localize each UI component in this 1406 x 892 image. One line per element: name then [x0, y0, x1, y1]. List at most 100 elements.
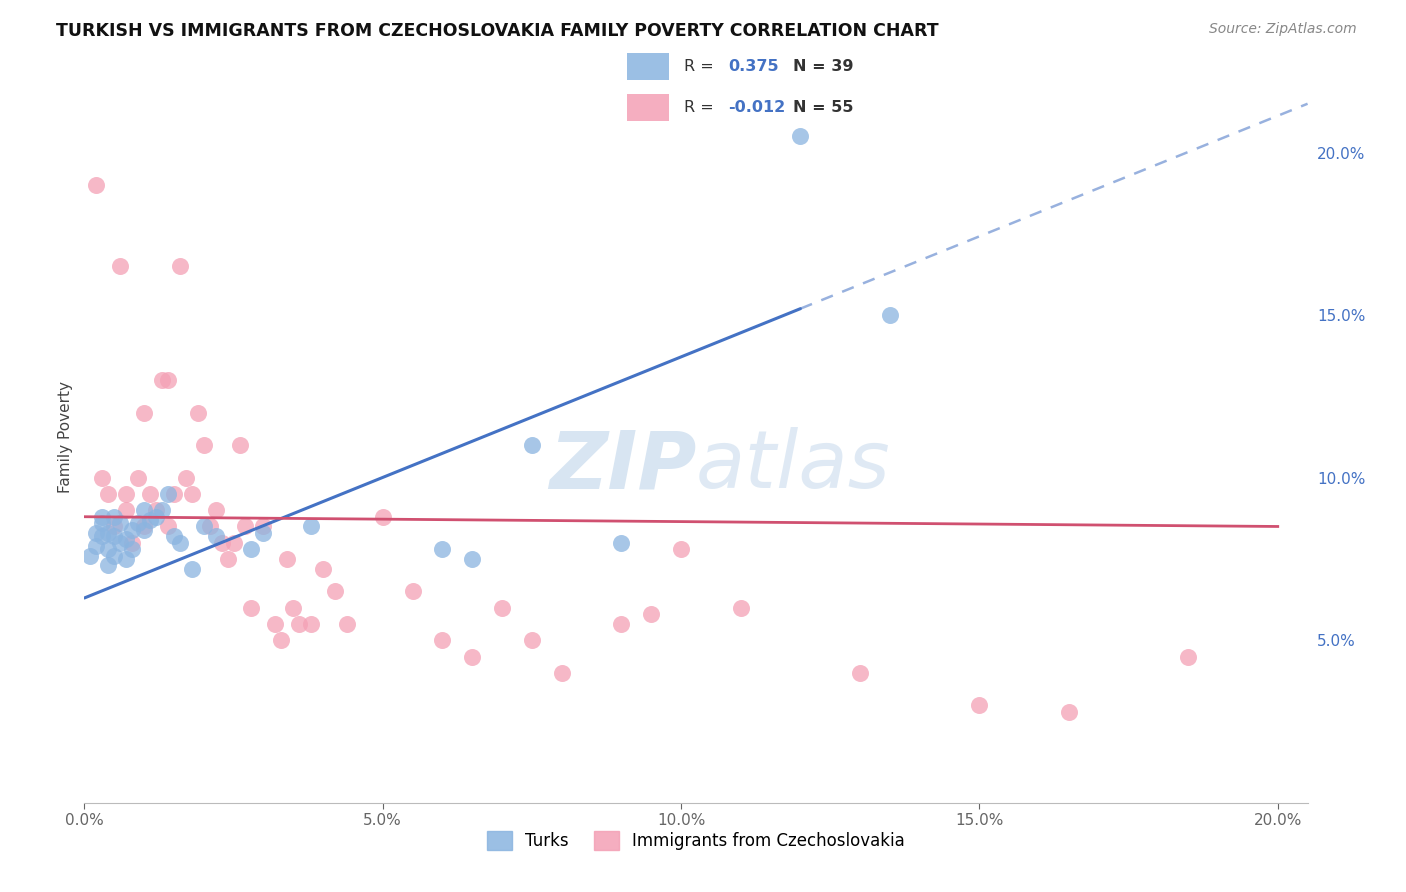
- Text: -0.012: -0.012: [728, 100, 785, 115]
- Point: [84, 526, 107, 541]
- Point: [156, 373, 179, 387]
- Point: [139, 513, 162, 527]
- Point: [204, 529, 226, 543]
- Point: [121, 542, 143, 557]
- Point: [91, 529, 114, 543]
- Bar: [627, 94, 669, 120]
- Text: N = 39: N = 39: [793, 59, 853, 74]
- Point: [461, 649, 484, 664]
- Point: [79, 549, 101, 563]
- Point: [211, 535, 233, 549]
- Point: [108, 535, 131, 549]
- Point: [432, 542, 454, 557]
- Point: [97, 487, 120, 501]
- Point: [969, 698, 991, 713]
- Point: [132, 519, 155, 533]
- Point: [127, 516, 149, 531]
- Point: [193, 438, 215, 452]
- Point: [115, 533, 138, 547]
- Point: [150, 373, 173, 387]
- Text: N = 55: N = 55: [793, 100, 853, 115]
- Point: [103, 549, 125, 563]
- Text: ZIP: ZIP: [548, 427, 696, 506]
- Point: [276, 552, 298, 566]
- Point: [610, 617, 633, 632]
- Text: 0.375: 0.375: [728, 59, 779, 74]
- Point: [240, 600, 263, 615]
- Point: [222, 535, 245, 549]
- Point: [228, 438, 250, 452]
- Point: [169, 260, 191, 274]
- Point: [84, 539, 107, 553]
- Point: [193, 519, 215, 533]
- Y-axis label: Family Poverty: Family Poverty: [58, 381, 73, 493]
- Point: [323, 584, 346, 599]
- Point: [432, 633, 454, 648]
- Point: [121, 535, 143, 549]
- Point: [336, 617, 359, 632]
- Point: [283, 600, 305, 615]
- Point: [115, 487, 138, 501]
- Point: [145, 503, 167, 517]
- Point: [669, 542, 692, 557]
- Point: [145, 509, 167, 524]
- Point: [240, 542, 263, 557]
- Point: [288, 617, 311, 632]
- Point: [180, 562, 202, 576]
- Point: [264, 617, 287, 632]
- Point: [84, 178, 107, 193]
- Point: [174, 471, 197, 485]
- Point: [132, 503, 155, 517]
- Point: [127, 471, 149, 485]
- Point: [461, 552, 484, 566]
- Point: [97, 558, 120, 573]
- Point: [401, 584, 423, 599]
- Point: [156, 487, 179, 501]
- Text: atlas: atlas: [696, 427, 891, 506]
- Text: TURKISH VS IMMIGRANTS FROM CZECHOSLOVAKIA FAMILY POVERTY CORRELATION CHART: TURKISH VS IMMIGRANTS FROM CZECHOSLOVAKI…: [56, 22, 939, 40]
- Point: [163, 529, 186, 543]
- Point: [640, 607, 662, 622]
- Point: [299, 519, 322, 533]
- Point: [108, 516, 131, 531]
- Point: [252, 526, 274, 541]
- Point: [103, 509, 125, 524]
- Point: [879, 308, 901, 322]
- Point: [91, 509, 114, 524]
- Point: [187, 406, 209, 420]
- Point: [91, 471, 114, 485]
- Point: [169, 535, 191, 549]
- Point: [730, 600, 752, 615]
- Point: [299, 617, 322, 632]
- Point: [270, 633, 292, 648]
- Point: [103, 529, 125, 543]
- Point: [217, 552, 239, 566]
- Bar: [627, 54, 669, 80]
- Point: [551, 665, 574, 680]
- Point: [252, 519, 274, 533]
- Point: [115, 503, 138, 517]
- Text: Source: ZipAtlas.com: Source: ZipAtlas.com: [1209, 22, 1357, 37]
- Text: R =: R =: [685, 59, 718, 74]
- Point: [204, 503, 226, 517]
- Point: [108, 260, 131, 274]
- Point: [115, 552, 138, 566]
- Legend: Turks, Immigrants from Czechoslovakia: Turks, Immigrants from Czechoslovakia: [481, 824, 911, 856]
- Point: [156, 519, 179, 533]
- Point: [198, 519, 221, 533]
- Point: [150, 503, 173, 517]
- Point: [371, 509, 394, 524]
- Point: [520, 633, 543, 648]
- Point: [97, 542, 120, 557]
- Text: R =: R =: [685, 100, 718, 115]
- Point: [610, 535, 633, 549]
- Point: [163, 487, 186, 501]
- Point: [235, 519, 257, 533]
- Point: [103, 519, 125, 533]
- Point: [789, 129, 811, 144]
- Point: [97, 526, 120, 541]
- Point: [139, 487, 162, 501]
- Point: [491, 600, 513, 615]
- Point: [121, 523, 143, 537]
- Point: [520, 438, 543, 452]
